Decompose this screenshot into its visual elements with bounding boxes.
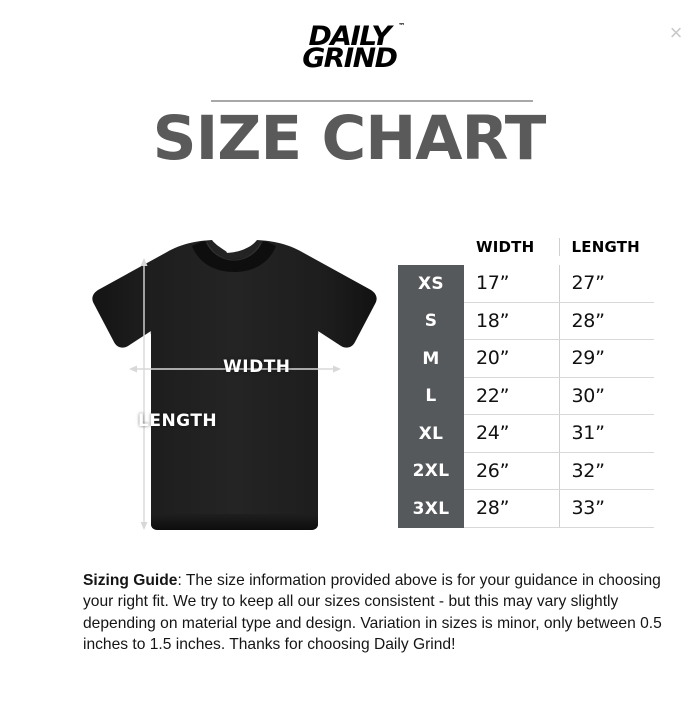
close-icon[interactable]: × (663, 20, 689, 46)
column-header-length: LENGTH (558, 238, 655, 256)
table-body: XS S M L XL 2XL 3XL 17” 27” 18” 28” 20” 29” 22” 30” 24… (398, 265, 654, 528)
cell-length: 29” (558, 340, 655, 377)
sizing-guide-text: Sizing Guide: The size information provi… (83, 570, 663, 656)
cell-length: 33” (558, 490, 655, 527)
tshirt-illustration: WIDTH LENGTH (55, 238, 395, 543)
size-label-column: XS S M L XL 2XL 3XL (398, 265, 464, 528)
size-label-cell: 3XL (412, 498, 450, 519)
title-divider (211, 100, 533, 102)
length-measure-label: LENGTH (138, 411, 218, 431)
table-row: 20” 29” (398, 340, 654, 378)
brand-logo-line1: DAILY (308, 21, 391, 52)
column-header-width: WIDTH (476, 238, 535, 256)
tshirt-graphic (92, 240, 377, 530)
cell-width: 17” (476, 272, 510, 295)
cell-width: 24” (476, 422, 510, 445)
size-label-cell: 2XL (412, 461, 450, 482)
cell-length: 27” (558, 265, 655, 302)
table-header-row: WIDTH LENGTH (398, 238, 654, 265)
table-row: 24” 31” (398, 415, 654, 453)
table-rows-container: 17” 27” 18” 28” 20” 29” 22” 30” 24” 31” 26” 32” 28” 3… (398, 265, 654, 528)
size-label-cell: XL (418, 423, 444, 444)
cell-length: 31” (558, 415, 655, 452)
table-row: 26” 32” (398, 452, 655, 490)
sizing-guide-heading: Sizing Guide (83, 571, 178, 589)
cell-length: 28” (558, 302, 655, 339)
brand-logo-text: DAILY GRIND ™ (301, 21, 405, 75)
table-row: 28” 33” (398, 490, 654, 528)
page-title: SIZE CHART (152, 103, 547, 174)
size-label-cell: M (422, 348, 440, 369)
cell-width: 22” (476, 384, 510, 407)
sizing-guide-body: The size information provided above is f… (83, 571, 662, 654)
size-label-cell: S (424, 311, 438, 332)
close-icon-glyph: × (669, 20, 683, 45)
sizing-guide-separator: : (177, 571, 186, 589)
cell-length: 32” (558, 452, 655, 489)
size-label-cell: L (425, 386, 437, 407)
width-measure-label: WIDTH (223, 357, 291, 377)
cell-width: 28” (476, 497, 510, 520)
cell-width: 18” (476, 309, 510, 332)
cell-width: 26” (476, 459, 510, 482)
table-row: 22” 30” (398, 377, 655, 415)
size-label-cell: XS (418, 273, 444, 294)
brand-logo-line2: GRIND (301, 43, 398, 75)
table-row: 17” 27” (398, 265, 654, 303)
table-row: 18” 28” (398, 302, 655, 340)
cell-length: 30” (558, 377, 655, 414)
cell-width: 20” (476, 347, 510, 370)
brand-logo: DAILY GRIND ™ (0, 21, 698, 75)
size-chart-table: WIDTH LENGTH XS S M L XL 2XL 3XL 17” 27” 18” 28” 2… (398, 238, 654, 528)
trademark-icon: ™ (398, 22, 406, 30)
